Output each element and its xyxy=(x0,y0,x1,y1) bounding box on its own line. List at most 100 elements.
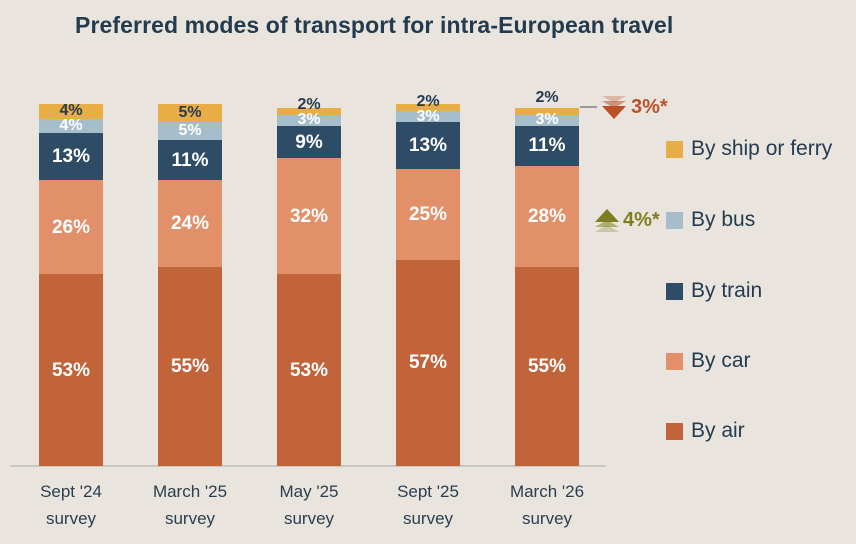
segment-by-ship-or-ferry-march-25: 5% xyxy=(158,104,222,123)
segment-by-ship-or-ferry-march-26: 2% xyxy=(515,89,579,115)
x-axis-label-line: survey xyxy=(402,509,454,528)
annotation-increase: 4%* xyxy=(595,207,660,233)
segment-value-label: 13% xyxy=(408,135,448,157)
segment-value-label: 2% xyxy=(297,96,321,114)
segment-value-label: 24% xyxy=(170,212,210,234)
segment-value-label: 11% xyxy=(171,149,209,171)
chart-title: Preferred modes of transport for intra-E… xyxy=(75,12,674,38)
segment-by-ship-or-ferry-may-25: 2% xyxy=(277,97,341,115)
segment-by-bus-may-25: 3% xyxy=(277,111,341,129)
plot-area: 4% 4% 13% 26% 53% 5% 5% 11% 24% 55% 2% 3% 9% 32% 53% 2%… xyxy=(10,89,668,467)
annotation-connector-line xyxy=(580,106,597,108)
segment-value-label: 32% xyxy=(289,205,329,227)
legend-label: By ship or ferry xyxy=(691,137,833,160)
arrow-up-trail-2 xyxy=(595,219,619,227)
segment-value-label: 26% xyxy=(51,216,91,238)
segment-by-ship-or-ferry-sept-24: 4% xyxy=(39,102,103,120)
stacked-bar-may-25: 2% 3% 9% 32% 53% xyxy=(277,97,341,466)
x-axis-label-line: survey xyxy=(45,509,97,528)
segment-value-label: 3% xyxy=(297,111,321,129)
segment-value-label: 2% xyxy=(535,88,559,106)
x-axis-label-line: Sept '25 xyxy=(397,482,459,501)
legend-item-by-train: By train xyxy=(666,279,763,302)
segment-by-train-march-26: 11% xyxy=(515,125,579,166)
arrow-down-icon xyxy=(602,95,626,119)
stacked-bar-sept-24: 4% 4% 13% 26% 53% xyxy=(39,102,103,466)
arrow-up-trail-1 xyxy=(595,224,619,232)
segment-by-car-sept-24: 26% xyxy=(39,180,103,275)
arrow-down-trail-1 xyxy=(602,95,626,103)
x-axis-label-march-25: March '25 survey xyxy=(130,478,250,532)
segment-by-air-sept-25: 57% xyxy=(396,259,460,466)
annotation-decline-value: 3%* xyxy=(631,96,668,118)
segment-value-label: 53% xyxy=(289,359,329,381)
segment-value-label: 5% xyxy=(178,122,202,140)
stacked-bar-sept-25: 2% 3% 13% 25% 57% xyxy=(396,93,460,466)
segment-value-label: 28% xyxy=(527,205,567,227)
x-axis-label-march-26: March '26 survey xyxy=(487,478,607,532)
segment-by-train-sept-25: 13% xyxy=(396,122,460,170)
segment-by-bus-march-26: 3% xyxy=(515,111,579,129)
segment-value-label: 13% xyxy=(51,146,91,167)
segment-value-label: 55% xyxy=(527,355,567,377)
x-axis-line xyxy=(10,465,606,467)
x-axis-label-line: survey xyxy=(164,509,216,528)
legend-item-by-ship-or-ferry: By ship or ferry xyxy=(666,137,833,160)
segment-value-label: 53% xyxy=(51,359,91,381)
annotation-increase-value: 4%* xyxy=(623,209,660,231)
stacked-bar-march-25: 5% 5% 11% 24% 55% xyxy=(158,104,222,466)
segment-value-label: 2% xyxy=(416,92,440,110)
arrow-up-head xyxy=(595,208,619,222)
segment-by-air-sept-24: 53% xyxy=(39,274,103,466)
x-axis-label-may-25: May '25 survey xyxy=(249,478,369,532)
x-axis-label-line: March '25 xyxy=(152,482,228,501)
arrow-down-trail-2 xyxy=(602,100,626,108)
legend-item-by-air: By air xyxy=(666,419,745,442)
segment-by-car-march-25: 24% xyxy=(158,180,222,267)
segment-by-bus-sept-25: 3% xyxy=(396,107,460,125)
stacked-bar-march-26: 2% 3% 11% 28% 55% xyxy=(515,89,579,466)
x-axis-label-line: survey xyxy=(283,509,335,528)
segment-value-label: 4% xyxy=(59,102,83,120)
x-axis-label-sept-24: Sept '24 survey xyxy=(11,478,131,532)
segment-value-label: 9% xyxy=(295,131,323,153)
legend-swatch-by-train xyxy=(666,282,683,300)
arrow-up-icon xyxy=(595,208,619,232)
legend-label: By air xyxy=(691,419,745,442)
x-axis-label-line: survey xyxy=(521,509,573,528)
segment-by-train-sept-24: 13% xyxy=(39,132,103,181)
segment-value-label: 57% xyxy=(408,352,448,374)
segment-value-label: 25% xyxy=(408,203,448,225)
segment-value-label: 4% xyxy=(59,116,83,134)
segment-value-label: 5% xyxy=(178,104,202,122)
legend-label: By car xyxy=(691,349,751,372)
legend-swatch-by-air xyxy=(666,422,683,440)
legend-label: By bus xyxy=(691,208,756,231)
legend-swatch-by-car xyxy=(666,352,683,370)
x-axis-label-sept-25: Sept '25 survey xyxy=(368,478,488,532)
segment-by-ship-or-ferry-sept-25: 2% xyxy=(396,93,460,112)
segment-by-car-may-25: 32% xyxy=(277,158,341,275)
segment-by-air-may-25: 53% xyxy=(277,274,341,466)
segment-by-air-march-26: 55% xyxy=(515,266,579,466)
x-axis-label-line: March '26 xyxy=(509,482,585,501)
segment-by-bus-march-25: 5% xyxy=(158,122,222,141)
legend-swatch-by-bus xyxy=(666,211,683,229)
segment-by-car-march-26: 28% xyxy=(515,165,579,267)
segment-by-car-sept-25: 25% xyxy=(396,169,460,260)
arrow-down-head xyxy=(602,105,626,119)
segment-value-label: 3% xyxy=(416,107,440,125)
annotation-decline: 3%* xyxy=(580,92,668,122)
segment-value-label: 3% xyxy=(535,111,559,129)
legend-label: By train xyxy=(691,279,763,302)
segment-value-label: 11% xyxy=(528,135,566,157)
segment-value-label: 55% xyxy=(170,355,210,377)
segment-by-train-march-25: 11% xyxy=(158,140,222,181)
segment-by-bus-sept-24: 4% xyxy=(39,116,103,134)
legend-item-by-bus: By bus xyxy=(666,208,756,231)
segment-by-train-may-25: 9% xyxy=(277,125,341,159)
legend-swatch-by-ship-or-ferry xyxy=(666,140,683,158)
legend-item-by-car: By car xyxy=(666,349,751,372)
x-axis-label-line: Sept '24 xyxy=(40,482,102,501)
